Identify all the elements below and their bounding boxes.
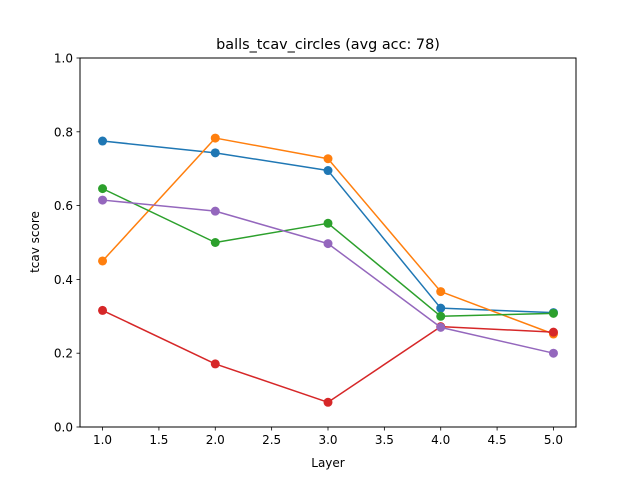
data-point bbox=[98, 184, 108, 194]
chart-title: balls_tcav_circles (avg acc: 78) bbox=[216, 37, 440, 53]
y-tick-label: 0.2 bbox=[54, 347, 73, 361]
x-tick-label: 1.5 bbox=[149, 433, 168, 447]
data-point bbox=[323, 166, 333, 176]
axis-ticks: 1.0 1.5 2.0 2.5 3.0 3.5 4.0 4.5 5.0 0.0 0.2 0.4 0.6 0… bbox=[54, 52, 563, 448]
data-point bbox=[436, 287, 446, 297]
x-tick-label: 3.0 bbox=[318, 433, 337, 447]
data-point bbox=[548, 348, 558, 358]
x-tick-label: 2.5 bbox=[262, 433, 281, 447]
data-point bbox=[323, 218, 333, 228]
data-point bbox=[323, 154, 333, 164]
series-lines bbox=[98, 133, 558, 407]
x-axis-label: Layer bbox=[311, 456, 345, 470]
data-point bbox=[210, 133, 220, 143]
y-tick-label: 0.0 bbox=[54, 421, 73, 435]
series-5 bbox=[98, 195, 558, 358]
data-point bbox=[436, 303, 446, 313]
data-point bbox=[98, 195, 108, 205]
x-tick-label: 3.5 bbox=[375, 433, 394, 447]
series-1 bbox=[98, 136, 558, 318]
y-axis-label: tcav score bbox=[28, 211, 42, 273]
y-tick-label: 0.6 bbox=[54, 199, 73, 213]
data-point bbox=[548, 308, 558, 318]
plot-frame bbox=[79, 57, 577, 428]
y-tick-label: 1.0 bbox=[54, 52, 73, 66]
y-tick-label: 0.4 bbox=[54, 273, 73, 287]
data-point bbox=[210, 206, 220, 216]
data-point bbox=[323, 397, 333, 407]
series-3 bbox=[98, 184, 558, 321]
x-tick-label: 4.0 bbox=[431, 433, 450, 447]
data-point bbox=[210, 359, 220, 369]
x-tick-label: 5.0 bbox=[544, 433, 563, 447]
y-tick-label: 0.8 bbox=[54, 125, 73, 139]
data-point bbox=[98, 305, 108, 315]
data-point bbox=[323, 239, 333, 249]
data-point bbox=[210, 238, 220, 247]
x-tick-label: 1.0 bbox=[93, 433, 112, 447]
data-point bbox=[436, 311, 446, 321]
data-point bbox=[210, 148, 220, 158]
data-point bbox=[98, 256, 108, 266]
data-point bbox=[98, 136, 108, 146]
x-tick-label: 2.0 bbox=[206, 433, 225, 447]
data-point bbox=[436, 322, 446, 332]
data-point bbox=[548, 327, 558, 337]
x-tick-label: 4.5 bbox=[488, 433, 507, 447]
